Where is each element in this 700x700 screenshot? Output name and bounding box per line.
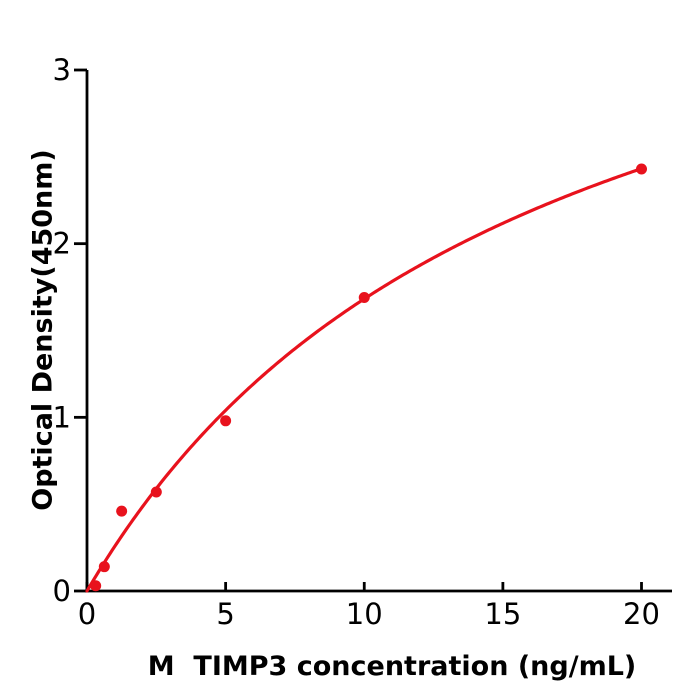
- y-tick-label: 1: [53, 400, 71, 434]
- y-axis-label: Optical Density(450nm): [27, 149, 59, 511]
- tick-labels-layer: 0 1 2 3 0 5 10 15 20: [53, 53, 660, 631]
- x-tick-label: 0: [78, 597, 96, 631]
- data-point: [636, 163, 648, 175]
- x-tick-label: 15: [484, 597, 521, 631]
- data-points-layer: [90, 163, 648, 592]
- y-tick-label: 2: [53, 227, 71, 261]
- data-point: [150, 486, 162, 498]
- data-point: [90, 580, 102, 592]
- x-tick-label: 20: [623, 597, 660, 631]
- data-point: [358, 292, 370, 304]
- fit-curve-layer: [85, 167, 644, 593]
- fit-curve: [85, 167, 644, 593]
- data-point: [116, 505, 128, 517]
- x-tick-label: 10: [346, 597, 383, 631]
- y-tick-label: 3: [53, 53, 71, 87]
- x-axis-label: M TIMP3 concentration (ng/mL): [147, 651, 637, 682]
- axes: [74, 68, 672, 593]
- y-tick-label: 0: [53, 574, 71, 608]
- data-point: [98, 561, 110, 573]
- data-point: [220, 415, 232, 427]
- x-tick-label: 5: [216, 597, 234, 631]
